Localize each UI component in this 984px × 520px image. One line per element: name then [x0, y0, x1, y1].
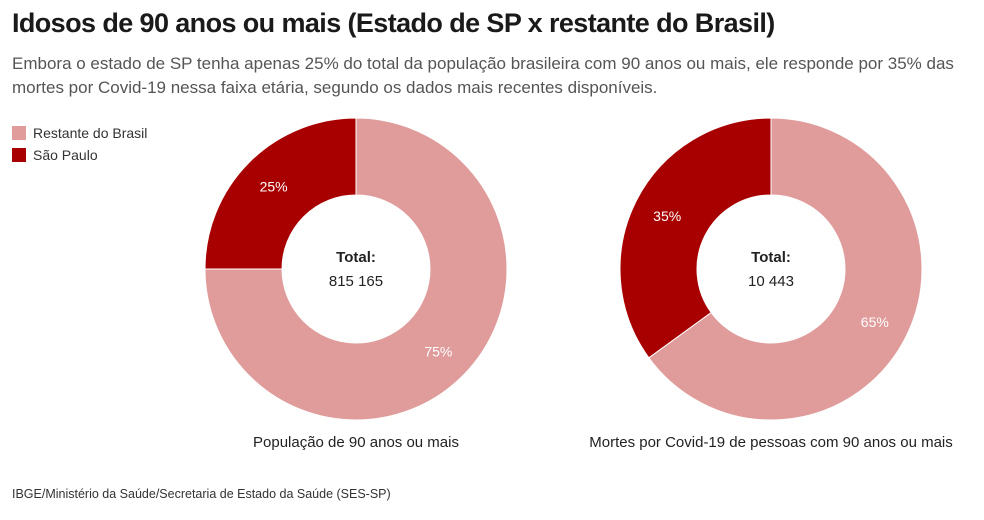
donut-slice-restante-do-brasil [648, 117, 923, 421]
center-total-value: 815 165 [329, 273, 383, 290]
slice-label-restante-do-brasil: 65% [861, 314, 889, 330]
donut-chart-1: 75% 25% Total: 815 165 População de 90 anos … [204, 117, 508, 451]
donut-chart-title: População de 90 anos ou mais [253, 434, 459, 451]
donut-slice-restante-do-brasil [204, 117, 508, 421]
donut-chart-title: Mortes por Covid-19 de pessoas com 90 an… [589, 434, 953, 451]
chart-subtitle: Embora o estado de SP tenha apenas 25% d… [12, 54, 954, 97]
donut-slice-sao-paulo [204, 117, 357, 270]
donut-chart-2: 65% 35% Total: 10 443 Mortes por Covid-19 de… [589, 117, 953, 451]
donut-slice-sao-paulo [619, 117, 772, 359]
legend-item-sao-paulo: São Paulo [12, 144, 147, 166]
legend-label-sao-paulo: São Paulo [33, 147, 98, 163]
legend-swatch-restante [12, 126, 26, 140]
center-total-label: Total: [751, 249, 791, 266]
legend-label-restante: Restante do Brasil [33, 125, 148, 141]
center-total-value: 10 443 [748, 273, 794, 290]
legend: Restante do Brasil São Paulo [12, 122, 147, 166]
legend-item-restante: Restante do Brasil [12, 122, 147, 144]
slice-label-sao-paulo: 35% [653, 208, 681, 224]
center-total-label: Total: [336, 249, 376, 266]
slice-label-restante-do-brasil: 75% [424, 343, 452, 359]
chart-title: Idosos de 90 anos ou mais (Estado de SP … [12, 8, 775, 38]
legend-swatch-sao-paulo [12, 148, 26, 162]
slice-label-sao-paulo: 25% [260, 179, 288, 195]
source-note: IBGE/Ministério da Saúde/Secretaria de E… [12, 487, 391, 501]
